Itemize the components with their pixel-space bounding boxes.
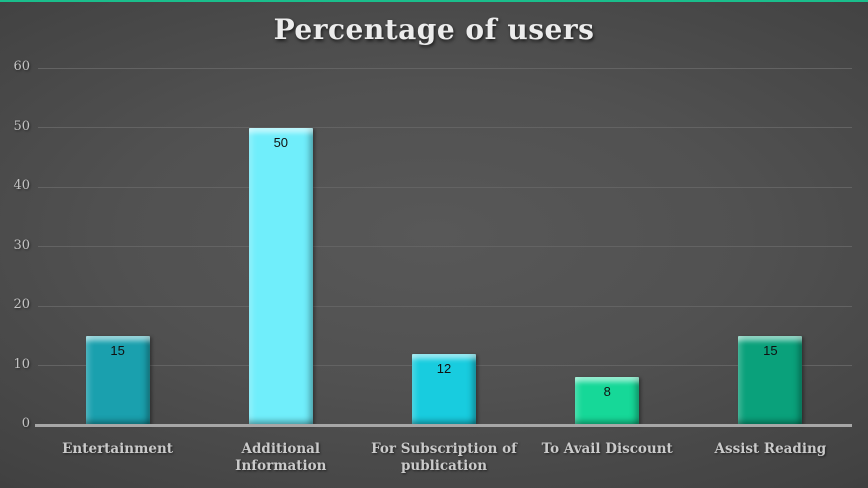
gridline: [38, 246, 852, 247]
gridline: [38, 305, 852, 307]
category-label: To Avail Discount: [541, 441, 673, 457]
gridline: [38, 127, 852, 128]
bar-value-label: 50: [273, 134, 289, 150]
y-tick-label: 20: [13, 297, 30, 312]
y-tick-label: 60: [13, 59, 30, 74]
y-tick-label: 10: [13, 356, 30, 372]
gridline: [38, 186, 852, 188]
category-label: Entertainment: [62, 441, 174, 457]
bar: 15: [738, 335, 803, 425]
bar-value-label: 15: [110, 342, 125, 358]
bar: 15: [85, 335, 150, 425]
y-tick-label: 0: [21, 416, 30, 431]
bar: 50: [248, 127, 313, 425]
y-tick-label: 40: [13, 178, 30, 193]
x-axis-baseline: [35, 423, 852, 427]
gridline: [38, 67, 852, 69]
bar-value-label: 12: [436, 360, 452, 376]
y-tick-label: 30: [13, 237, 30, 253]
accent-top-border: [0, 0, 868, 2]
bar-value-label: 15: [763, 342, 778, 358]
category-label: Additional Information: [235, 441, 327, 474]
chart-title: Percentage of users: [273, 13, 595, 46]
bar-value-label: 8: [603, 384, 611, 400]
category-label: For Subscription of publication: [371, 441, 517, 474]
category-label: Assist Reading: [714, 441, 827, 457]
bar: 8: [575, 377, 640, 425]
y-tick-label: 50: [13, 118, 30, 134]
bar: 12: [412, 353, 476, 425]
